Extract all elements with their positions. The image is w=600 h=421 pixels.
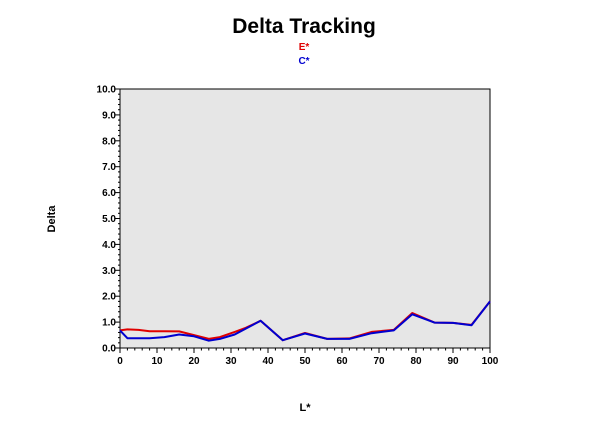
y-tick-label: 4.0 (102, 240, 116, 251)
y-tick-label: 3.0 (102, 266, 116, 277)
x-tick-label: 90 (447, 356, 459, 367)
series-lines (119, 300, 491, 342)
x-tick-label: 50 (299, 356, 311, 367)
x-tick-label: 100 (482, 356, 499, 367)
x-tick-label: 80 (410, 356, 422, 367)
x-tick-label: 30 (225, 356, 237, 367)
y-tick-label: 10.0 (97, 85, 117, 96)
chart-title: Delta Tracking (232, 15, 376, 38)
legend-entry-e: E* (299, 42, 310, 53)
y-tick-label: 8.0 (102, 136, 116, 147)
x-axis: 0 10 20 30 40 50 60 70 80 90 100 (117, 348, 499, 367)
x-tick-label: 70 (373, 356, 385, 367)
x-tick-label: 10 (151, 356, 163, 367)
x-tick-label: 0 (117, 356, 123, 367)
x-tick-label: 20 (188, 356, 200, 367)
x-tick-label: 60 (336, 356, 348, 367)
series-line-c (119, 300, 491, 342)
y-tick-label: 9.0 (102, 110, 116, 121)
y-tick-label: 2.0 (102, 292, 116, 303)
y-tick-label: 5.0 (102, 214, 116, 225)
x-tick-label: 40 (262, 356, 274, 367)
y-axis: 0.0 1.0 2.0 3.0 4.0 5.0 6.0 7.0 8.0 9.0 10.0 (97, 85, 120, 355)
x-axis-title: L* (300, 402, 312, 414)
y-tick-label: 6.0 (102, 188, 116, 199)
y-tick-label: 7.0 (102, 162, 116, 173)
y-tick-label: 0.0 (102, 344, 116, 355)
legend-entry-c: C* (298, 56, 309, 67)
y-tick-label: 1.0 (102, 318, 116, 329)
y-axis-title: Delta (46, 205, 58, 233)
plot-area (119, 88, 491, 349)
